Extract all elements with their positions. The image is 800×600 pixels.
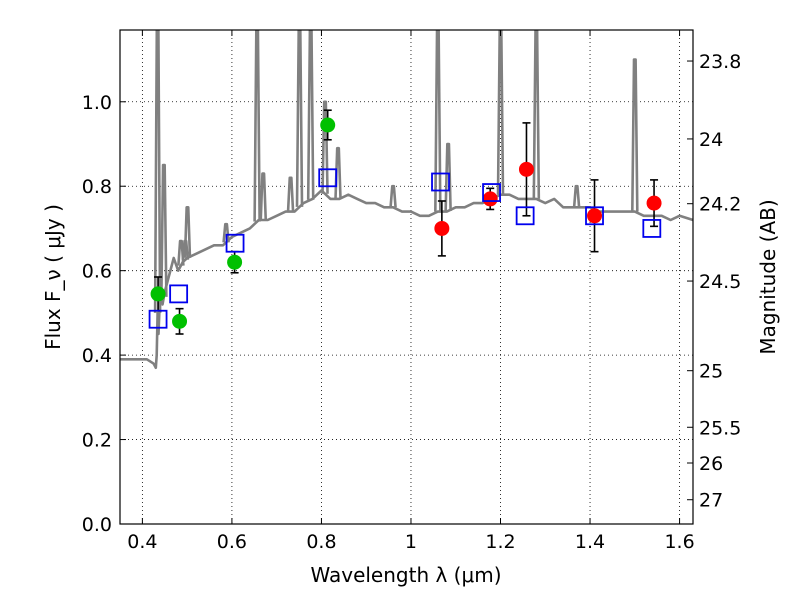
x-axis-label: Wavelength λ (μm) [310, 563, 501, 587]
data-point [587, 208, 603, 224]
data-point [150, 286, 166, 302]
y2-tick-label: 24.2 [699, 194, 741, 216]
plot-area [120, 30, 693, 370]
emission-line-spike [434, 30, 442, 212]
emission-line-spike [286, 176, 295, 212]
emission-line-spike [253, 30, 261, 222]
y2-tick-label: 26 [699, 453, 723, 475]
emission-line-spike [183, 206, 192, 258]
model-point [585, 206, 604, 226]
emission-line-spike [306, 30, 315, 200]
y-tick-label: 0.0 [82, 514, 112, 536]
y2-tick-label: 25 [699, 361, 723, 383]
y2-axis-label: Magnitude (AB) [756, 199, 780, 354]
model-point [482, 183, 501, 202]
data-point [172, 313, 188, 329]
axes-frame [119, 29, 694, 525]
emission-line-spike [153, 30, 162, 313]
model-point [169, 284, 189, 304]
emission-line-spike [572, 184, 581, 208]
y2-tick-label: 24 [699, 129, 723, 151]
x-tick-label: 1 [405, 531, 417, 553]
data-point [227, 254, 243, 270]
x-tick-label: 1.6 [664, 531, 694, 553]
emission-line-spike [631, 58, 639, 212]
emission-line-spike [259, 172, 268, 221]
emission-line-spike [160, 163, 168, 297]
y-tick-label: 0.8 [82, 176, 112, 198]
y-axis-label: Flux F_ν ( μJy ) [41, 204, 65, 350]
x-tick-label: 1.4 [575, 531, 605, 553]
data-point [518, 161, 534, 177]
y-tick-label: 0.2 [82, 430, 112, 452]
x-tick-label: 0.8 [306, 531, 336, 553]
model-point [225, 233, 245, 253]
y2-tick-label: 27 [699, 490, 723, 512]
emission-line-spike [496, 30, 505, 195]
data-point [646, 195, 662, 211]
emission-line-spike [222, 222, 230, 243]
y-tick-label: 0.6 [82, 261, 112, 283]
x-tick-label: 0.6 [217, 531, 247, 553]
y2-tick-label: 24.5 [699, 271, 741, 293]
model-point [318, 168, 338, 188]
y-tick-label: 0.4 [82, 345, 112, 367]
emission-line-spike [389, 184, 397, 208]
model-point [148, 309, 168, 329]
data-point [482, 191, 498, 207]
x-tick-label: 1.2 [485, 531, 515, 553]
y2-tick-label: 23.8 [699, 51, 741, 73]
emission-line-spike [295, 30, 304, 207]
emission-line-spike [321, 100, 329, 194]
spectrum-line [120, 189, 693, 370]
model-point [642, 219, 662, 238]
data-point [434, 220, 450, 236]
model-point [515, 206, 535, 226]
data-point [320, 117, 336, 133]
y-tick-label: 1.0 [82, 92, 112, 114]
tick-labels: 0.4 0.6 0.8 1 1.2 1.4 1.6 0.0 0.2 0.4 0.6 0.8 1.0 23.… [82, 51, 742, 553]
model-point [431, 172, 450, 192]
x-tick-label: 0.4 [127, 531, 157, 553]
emission-line-spike [532, 30, 541, 199]
tick-marks [120, 30, 693, 525]
y2-tick-label: 25.5 [699, 417, 741, 439]
